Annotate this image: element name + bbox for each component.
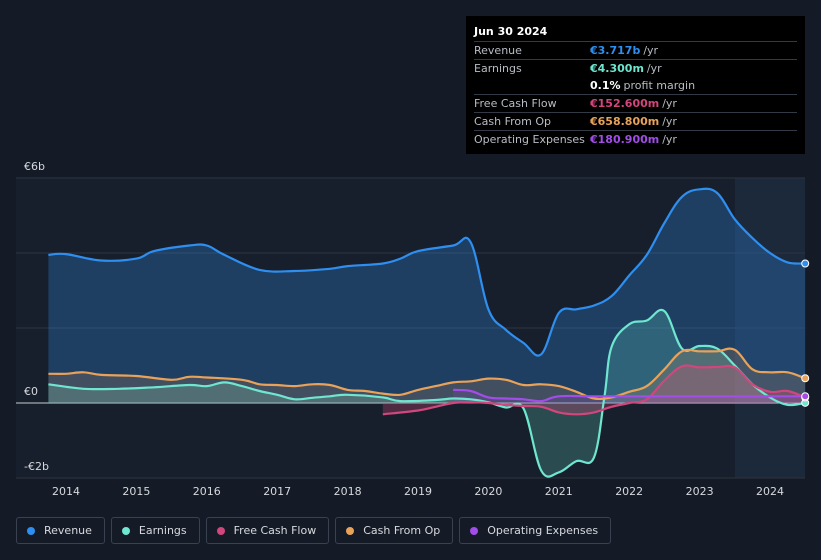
legend-item-operating-expenses[interactable]: Operating Expenses	[459, 517, 612, 544]
tooltip-row-free-cash-flow: Free Cash Flow €152.600m /yr	[474, 95, 797, 113]
legend-item-revenue[interactable]: Revenue	[16, 517, 105, 544]
tooltip-label: Operating Expenses	[474, 133, 585, 146]
area-cash-from-op	[48, 348, 806, 403]
x-tick-label: 2024	[756, 485, 784, 498]
line-free-cash-flow	[382, 364, 806, 416]
tooltip-value: €180.900m	[590, 133, 660, 146]
x-tick-label: 2016	[193, 485, 221, 498]
chart-legend: Revenue Earnings Free Cash Flow Cash Fro…	[16, 517, 612, 546]
tooltip-unit: /yr	[662, 133, 677, 146]
tooltip-unit: /yr	[662, 97, 677, 110]
legend-item-cash-from-op[interactable]: Cash From Op	[335, 517, 454, 544]
legend-dot-icon	[216, 526, 225, 535]
line-operating-expenses	[453, 388, 806, 403]
tooltip-label: Cash From Op	[474, 115, 552, 128]
tooltip-unit: profit margin	[623, 79, 696, 92]
tooltip-unit: /yr	[646, 62, 662, 75]
tooltip-date: Jun 30 2024	[474, 22, 797, 42]
tooltip-panel: Jun 30 2024 Revenue €3.717b /yr Earnings…	[466, 16, 805, 154]
legend-dot-icon	[121, 526, 130, 535]
tooltip-row-revenue: Revenue €3.717b /yr	[474, 42, 797, 60]
x-tick-label: 2015	[122, 485, 150, 498]
x-tick-label: 2014	[52, 485, 80, 498]
line-cash-from-op	[48, 347, 806, 401]
line-revenue	[48, 187, 806, 357]
tooltip-value: 0.1%	[590, 79, 621, 92]
legend-label: Operating Expenses	[487, 524, 599, 537]
tooltip-value: €152.600m	[590, 97, 660, 110]
tooltip-value: €4.300m	[590, 62, 644, 75]
tooltip-row-margin: 0.1% profit margin	[474, 77, 797, 95]
legend-label: Free Cash Flow	[233, 524, 317, 537]
tooltip-row-operating-expenses: Operating Expenses €180.900m /yr	[474, 131, 797, 148]
x-tick-label: 2023	[686, 485, 714, 498]
tooltip-row-earnings: Earnings €4.300m /yr	[474, 60, 797, 77]
x-tick-label: 2019	[404, 485, 432, 498]
endpoint-operating-expenses	[801, 392, 810, 401]
legend-label: Earnings	[138, 524, 187, 537]
x-tick-label: 2018	[334, 485, 362, 498]
area-revenue	[48, 188, 806, 403]
y-tick-label: €0	[24, 385, 38, 398]
x-tick-label: 2017	[263, 485, 291, 498]
y-tick-label: €6b	[24, 160, 45, 173]
legend-dot-icon	[346, 526, 355, 535]
legend-item-free-cash-flow[interactable]: Free Cash Flow	[205, 517, 330, 544]
tooltip-value: €658.800m	[590, 115, 660, 128]
y-tick-label: -€2b	[24, 460, 49, 473]
tooltip-value: €3.717b	[590, 44, 641, 57]
legend-label: Cash From Op	[363, 524, 441, 537]
area-earnings	[48, 309, 806, 477]
legend-dot-icon	[470, 526, 479, 535]
endpoint-revenue	[801, 259, 810, 268]
tooltip-label: Free Cash Flow	[474, 97, 557, 110]
legend-dot-icon	[27, 526, 35, 535]
tooltip-unit: /yr	[643, 44, 659, 57]
x-tick-label: 2021	[545, 485, 573, 498]
legend-label: Revenue	[44, 524, 92, 537]
area-free-cash-flow	[382, 365, 806, 415]
tooltip-row-cash-from-op: Cash From Op €658.800m /yr	[474, 113, 797, 131]
tooltip-unit: /yr	[662, 115, 677, 128]
endpoint-cash-from-op	[801, 374, 810, 383]
x-tick-label: 2020	[474, 485, 502, 498]
tooltip-label: Earnings	[474, 62, 522, 75]
tooltip-label	[474, 77, 590, 94]
legend-item-earnings[interactable]: Earnings	[110, 517, 200, 544]
tooltip-label: Revenue	[474, 44, 522, 57]
x-tick-label: 2022	[615, 485, 643, 498]
